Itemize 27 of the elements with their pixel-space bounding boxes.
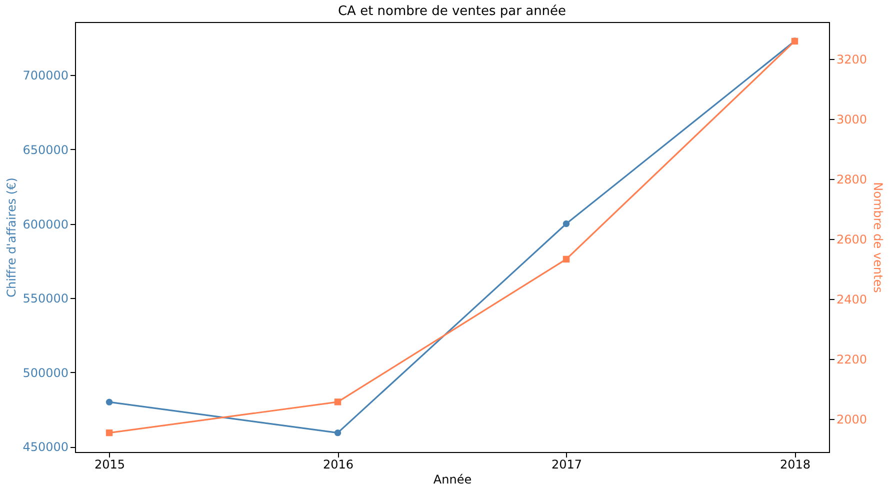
x-tick-label: 2017 xyxy=(551,458,582,472)
y2-tick-label: 2600 xyxy=(836,232,868,247)
y-tick-label: 600000 xyxy=(22,217,68,232)
y-tick-label: 650000 xyxy=(22,142,68,157)
chart-title: CA et nombre de ventes par année xyxy=(338,4,566,19)
point xyxy=(106,398,113,406)
point xyxy=(562,256,570,263)
x-tick-label: 2018 xyxy=(780,458,810,472)
y2-tick-label: 3000 xyxy=(836,112,868,127)
y2-tick-label: 2800 xyxy=(836,172,868,187)
y2-tick-label: 3200 xyxy=(836,52,868,67)
point xyxy=(334,398,342,406)
y2-tick-label: 2000 xyxy=(836,412,868,427)
y2-axis-title: Nombre de ventes xyxy=(871,182,886,293)
y-tick-label: 550000 xyxy=(22,292,68,306)
y2-tick-label: 2400 xyxy=(836,292,868,307)
y-tick-label: 700000 xyxy=(22,68,68,83)
point xyxy=(106,429,113,436)
y-tick-label: 450000 xyxy=(22,440,68,454)
point xyxy=(562,220,570,228)
y-axis-title: Chiffre d'affaires (€) xyxy=(4,178,19,298)
point xyxy=(334,429,342,436)
x-axis-title: Année xyxy=(433,472,472,486)
x-tick-label: 2016 xyxy=(322,458,354,472)
y-tick-label: 500000 xyxy=(22,366,68,380)
x-tick-label: 2015 xyxy=(94,458,126,472)
y2-tick-label: 2200 xyxy=(836,352,868,367)
